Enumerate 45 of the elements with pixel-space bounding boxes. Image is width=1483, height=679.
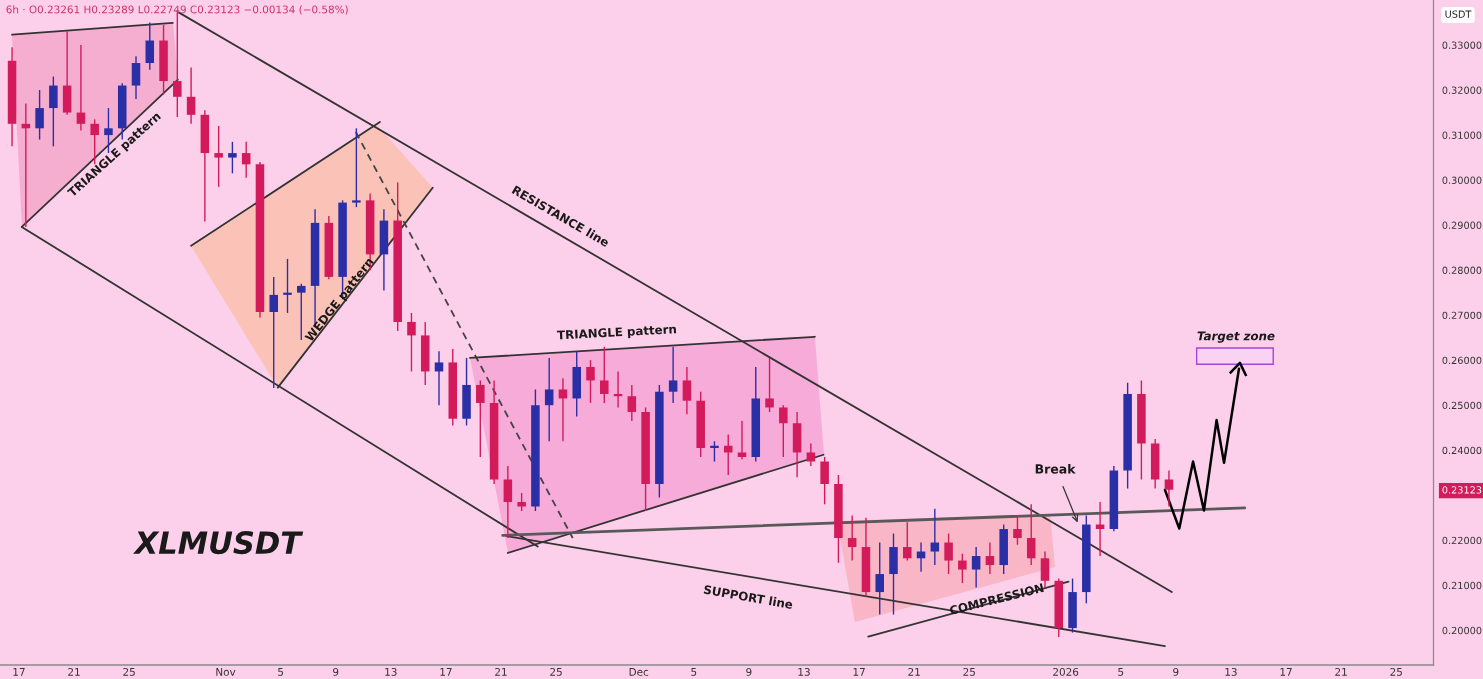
- x-tick-label: 17: [1280, 668, 1292, 676]
- y-tick-label: 0.32000: [1442, 86, 1482, 94]
- x-tick-label: 2026: [1053, 667, 1079, 676]
- x-tick-label: 5: [691, 668, 697, 676]
- x-tick-label: 25: [1390, 667, 1402, 676]
- y-axis-title: USDT: [1445, 10, 1472, 18]
- x-tick-label: Dec: [629, 668, 649, 676]
- x-tick-label: 9: [333, 667, 339, 676]
- y-tick-label: 0.29000: [1442, 221, 1482, 229]
- annotation: XLMUSDT: [133, 531, 304, 555]
- x-tick-label: 13: [385, 667, 397, 676]
- annotation: Target zone: [1197, 331, 1275, 343]
- x-tick-label: 25: [123, 667, 135, 676]
- x-tick-label: 25: [963, 667, 975, 676]
- y-tick-label: 0.24000: [1442, 446, 1482, 455]
- x-tick-label: Nov: [216, 668, 236, 676]
- y-tick-label: 0.22000: [1442, 536, 1482, 545]
- x-tick-label: 21: [495, 667, 507, 676]
- x-tick-label: 17: [440, 668, 452, 676]
- x-tick-label: 17: [853, 668, 865, 676]
- annotation: TRIANGLE pattern: [556, 324, 677, 342]
- y-tick-label: 0.25000: [1442, 401, 1482, 410]
- x-tick-label: 25: [550, 667, 562, 676]
- y-tick-label: 0.33000: [1442, 41, 1482, 49]
- x-tick-label: 21: [908, 667, 920, 676]
- y-tick-label: 0.20000: [1442, 626, 1482, 635]
- y-tick-label: 0.30000: [1442, 176, 1482, 184]
- x-tick-label: 21: [1335, 667, 1347, 676]
- y-tick-label: 0.28000: [1442, 266, 1482, 274]
- chart-title: 6h · O0.23261 H0.23289 L0.22749 C0.23123 −0.00134 (−0.58%): [6, 5, 348, 15]
- x-tick-label: 5: [278, 668, 284, 676]
- y-tick-label: 0.21000: [1442, 581, 1482, 590]
- x-tick-label: 5: [1118, 668, 1124, 676]
- x-tick-label: 17: [13, 668, 25, 676]
- x-tick-label: 9: [746, 667, 752, 676]
- y-tick-label: 0.23123: [1442, 486, 1482, 494]
- x-tick-label: 13: [798, 667, 810, 676]
- y-tick-label: 0.27000: [1442, 311, 1482, 319]
- y-tick-label: 0.26000: [1442, 356, 1482, 365]
- x-tick-label: 13: [1225, 667, 1237, 676]
- x-tick-label: 9: [1173, 667, 1179, 676]
- x-tick-label: 21: [68, 667, 80, 676]
- annotation: SUPPORT line: [703, 584, 794, 610]
- annotation: Break: [1035, 463, 1076, 474]
- y-tick-label: 0.31000: [1442, 131, 1482, 139]
